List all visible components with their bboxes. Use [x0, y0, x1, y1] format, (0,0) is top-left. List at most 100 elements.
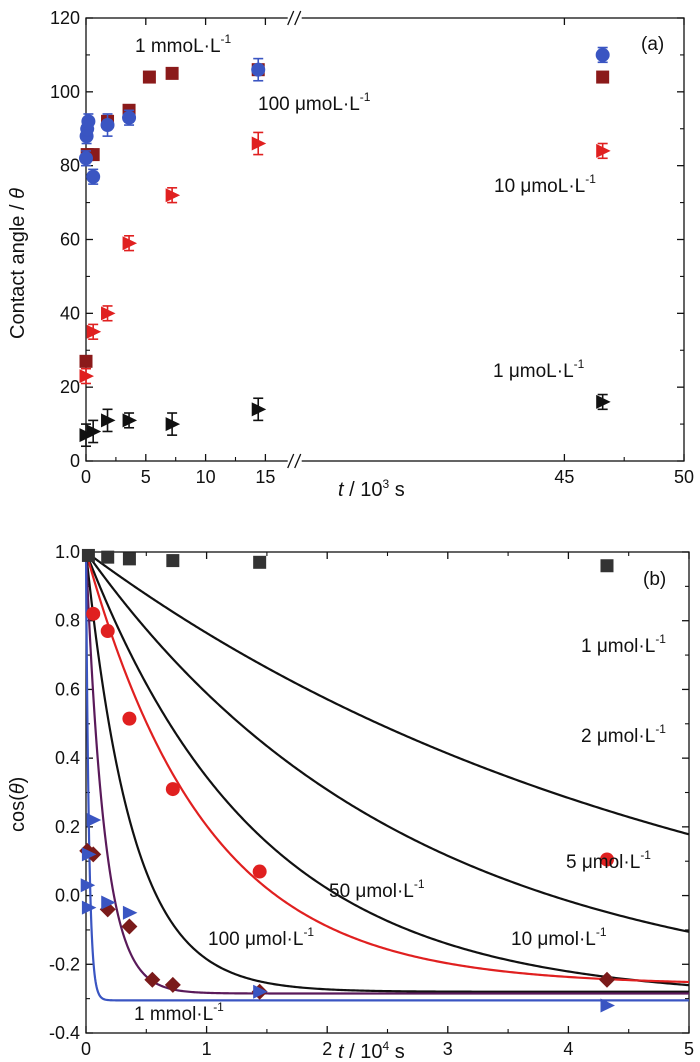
data-point-b-series-1: [100, 624, 115, 639]
data-point-a-series-1: [81, 114, 96, 129]
axis-break-a: [287, 10, 302, 469]
y-tick-label-a: 20: [60, 377, 80, 397]
annotation-b-50umol: 50 μmol·L-1: [329, 877, 425, 902]
data-point-a-series-2: [79, 369, 94, 384]
data-marks-b: [79, 548, 615, 1013]
data-point-b-series-2: [164, 976, 181, 993]
annotation-a-10umol: 10 μmoL·L-1: [494, 172, 596, 197]
data-point-a-series-1: [595, 47, 610, 62]
data-point-b-series-3: [122, 905, 138, 920]
data-point-b-series-1: [122, 711, 137, 726]
fit-curve-b-3: [84, 551, 690, 984]
x-tick-label-a: 15: [255, 467, 275, 487]
fit-curve-b-2: [84, 551, 690, 987]
data-point-a-series-2: [101, 306, 116, 321]
data-point-a-series-2: [86, 324, 102, 339]
annotation-b-2umol: 2 μmol·L-1: [581, 722, 666, 747]
y-tick-label-a: 100: [50, 82, 80, 102]
chart-panel-b: 0 1 2 3 4 5 -0.4 -0.2 0.0 0.2 0.4 0.6 0.8 1.0 (b) 1 μ…: [7, 542, 694, 1062]
data-point-b-series-0: [101, 550, 115, 564]
y-tick-label-a: 40: [60, 303, 80, 323]
data-point-b-series-3: [81, 900, 97, 915]
x-axis-label-a: t / 103 s: [338, 477, 405, 501]
data-point-b-series-3: [101, 895, 116, 910]
data-point-a-series-2: [596, 143, 611, 158]
axis-break-slash: [287, 10, 295, 26]
axis-break-slash: [294, 453, 302, 469]
data-point-b-series-1: [165, 782, 180, 797]
data-point-b-series-0: [166, 554, 180, 568]
data-point-a-series-0: [142, 70, 156, 84]
data-point-b-series-1: [252, 864, 267, 879]
x-axis-label-b: t / 104 s: [338, 1039, 405, 1062]
axis-ticks-a: 0 5 10 15 45 50 0 20 40 60 80 100 120: [50, 8, 694, 487]
y-tick-label-b: 0.8: [55, 611, 80, 631]
axis-break-slash: [287, 453, 295, 469]
x-tick-label-b: 0: [81, 1039, 91, 1059]
data-point-b-series-0: [600, 559, 614, 573]
x-tick-label-a: 5: [141, 467, 151, 487]
data-marks-a: [79, 46, 611, 448]
y-tick-label-b: 0.2: [55, 817, 80, 837]
data-point-b-series-3: [253, 984, 268, 999]
x-tick-label-a: 10: [196, 467, 216, 487]
data-point-b-series-3: [86, 812, 102, 827]
y-tick-label-a: 120: [50, 8, 80, 28]
data-point-a-series-3: [101, 413, 116, 428]
data-point-b-series-3: [81, 847, 97, 862]
annotation-b-1mmol: 1 mmol·L-1: [134, 1000, 224, 1025]
axis-break-gap: [287, 10, 302, 26]
data-point-b-series-1: [599, 852, 614, 867]
y-tick-label-b: 0.6: [55, 679, 80, 699]
y-tick-label-b: -0.2: [49, 954, 80, 974]
data-point-a-series-1: [86, 169, 101, 184]
annotation-b-10umol: 10 μmol·L-1: [511, 925, 607, 950]
data-point-b-series-0: [81, 548, 95, 562]
x-tick-label-b: 5: [684, 1039, 694, 1059]
data-point-b-series-0: [122, 552, 136, 566]
annotation-a-1umol: 1 μmoL·L-1: [493, 357, 585, 382]
data-point-a-series-3: [86, 424, 102, 439]
y-tick-label-a: 80: [60, 156, 80, 176]
data-point-b-series-3: [80, 878, 96, 893]
annotation-a-1mmol: 1 mmoL·L-1: [135, 32, 232, 57]
x-tick-label-a: 45: [554, 467, 574, 487]
annotation-b-5umol: 5 μmol·L-1: [566, 848, 651, 873]
x-tick-label-b: 3: [443, 1039, 453, 1059]
annotation-a-100umol: 100 μmoL·L-1: [258, 90, 371, 115]
data-point-a-series-2: [251, 136, 267, 151]
fit-curve-b-4: [84, 551, 689, 993]
axis-break-gap: [287, 453, 302, 469]
data-point-b-series-2: [121, 918, 138, 935]
data-point-a-series-1: [251, 62, 266, 77]
data-point-a-series-2: [165, 188, 181, 203]
x-tick-label-b: 2: [322, 1039, 332, 1059]
data-point-b-series-2: [598, 971, 615, 988]
x-tick-label-a: 0: [81, 467, 91, 487]
y-tick-label-a: 60: [60, 230, 80, 250]
y-tick-label-b: 0.4: [55, 748, 80, 768]
y-tick-label-b: 0.0: [55, 886, 80, 906]
fit-curve-b-6: [84, 551, 689, 1002]
data-point-a-series-3: [165, 417, 181, 432]
x-tick-label-a: 50: [674, 467, 694, 487]
data-point-b-series-2: [144, 971, 161, 988]
data-point-a-series-3: [122, 413, 138, 428]
annotation-b-1umol: 1 μmol·L-1: [581, 632, 666, 657]
x-tick-label-b: 4: [563, 1039, 573, 1059]
panel-label-b: (b): [643, 569, 666, 590]
y-axis-label-a: Contact angle / θ: [7, 188, 29, 339]
data-point-a-series-1: [79, 151, 93, 166]
data-point-a-series-0: [165, 66, 179, 80]
chart-panel-a: 0 5 10 15 45 50 0 20 40 60 80 100 120 (a) 1 mmoL·L-1…: [7, 8, 694, 501]
data-point-a-series-2: [122, 236, 138, 251]
annotation-b-100umol: 100 μmol·L-1: [208, 925, 314, 950]
plot-frame-a: [85, 17, 685, 462]
data-point-b-series-3: [600, 998, 615, 1013]
data-point-a-series-3: [596, 394, 611, 409]
y-tick-label-a: 0: [70, 451, 80, 471]
fit-curve-b-0: [85, 551, 690, 836]
axis-ticks-b: 0 1 2 3 4 5 -0.4 -0.2 0.0 0.2 0.4 0.6 0.8 1.0: [49, 542, 694, 1059]
data-point-b-series-0: [253, 555, 267, 569]
